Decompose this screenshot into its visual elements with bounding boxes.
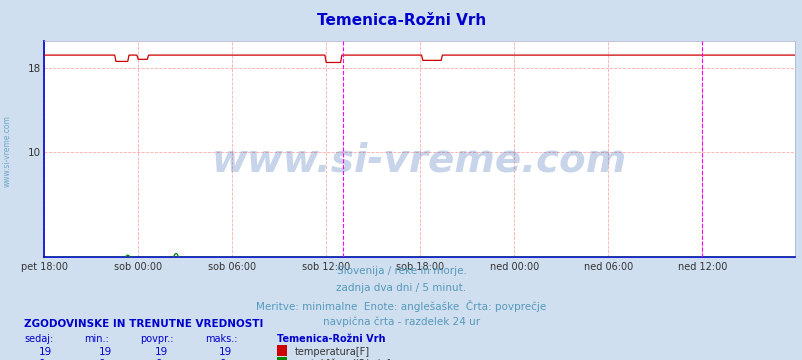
Text: 0: 0 xyxy=(155,359,161,360)
Text: 0: 0 xyxy=(38,359,45,360)
Text: temperatura[F]: temperatura[F] xyxy=(294,347,370,357)
Text: www.si-vreme.com: www.si-vreme.com xyxy=(2,115,11,187)
Text: ZGODOVINSKE IN TRENUTNE VREDNOSTI: ZGODOVINSKE IN TRENUTNE VREDNOSTI xyxy=(24,319,263,329)
Text: 19: 19 xyxy=(99,347,112,357)
Text: navpična črta - razdelek 24 ur: navpična črta - razdelek 24 ur xyxy=(322,316,480,327)
Text: Temenica-Rožni Vrh: Temenica-Rožni Vrh xyxy=(277,334,385,344)
Text: Slovenija / reke in morje.: Slovenija / reke in morje. xyxy=(336,266,466,276)
Text: 0: 0 xyxy=(219,359,225,360)
Text: 19: 19 xyxy=(38,347,52,357)
Text: Meritve: minimalne  Enote: anglešaške  Črta: povprečje: Meritve: minimalne Enote: anglešaške Črt… xyxy=(256,300,546,311)
Text: 19: 19 xyxy=(155,347,168,357)
Text: pretok[čevelj3/min]: pretok[čevelj3/min] xyxy=(294,359,390,360)
Text: Temenica-Rožni Vrh: Temenica-Rožni Vrh xyxy=(317,13,485,28)
Text: 0: 0 xyxy=(99,359,105,360)
Text: 19: 19 xyxy=(219,347,233,357)
Text: min.:: min.: xyxy=(84,334,109,344)
Text: zadnja dva dni / 5 minut.: zadnja dva dni / 5 minut. xyxy=(336,283,466,293)
Text: www.si-vreme.com: www.si-vreme.com xyxy=(212,141,626,179)
Text: maks.:: maks.: xyxy=(205,334,237,344)
Text: povpr.:: povpr.: xyxy=(140,334,174,344)
Text: sedaj:: sedaj: xyxy=(24,334,53,344)
